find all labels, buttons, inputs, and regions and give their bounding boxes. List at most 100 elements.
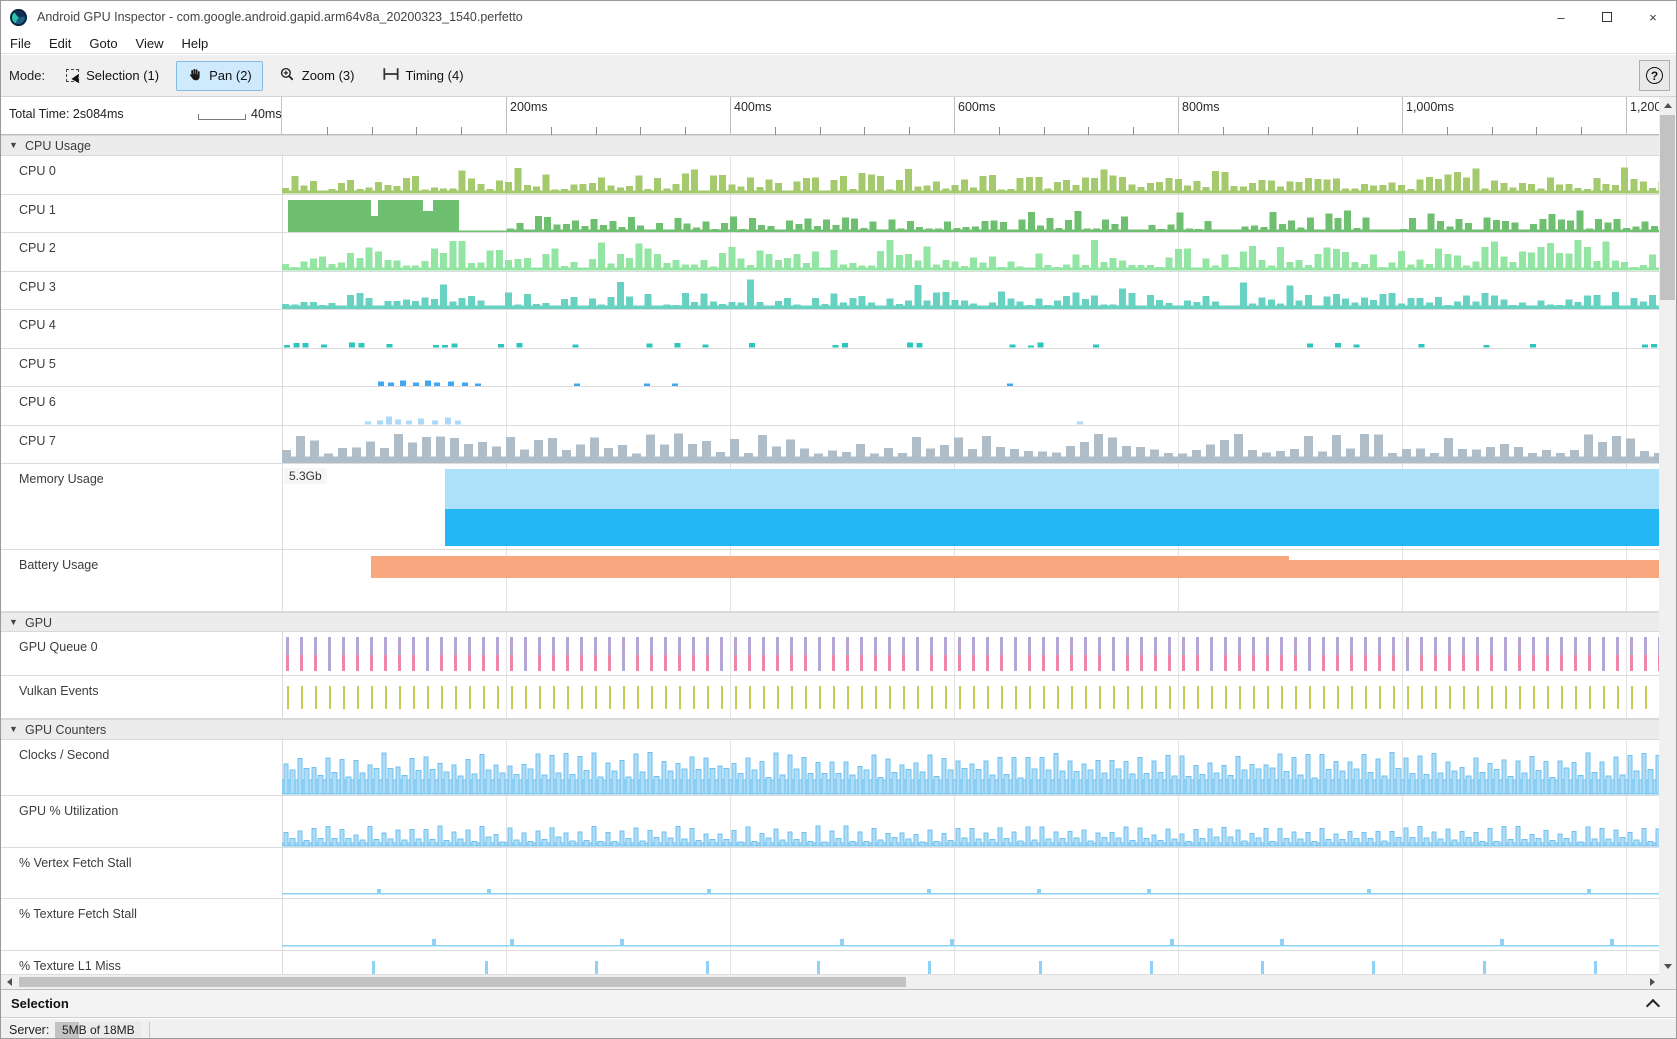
ruler-tick-label: 1,000ms	[1406, 100, 1454, 114]
track-canvas[interactable]	[282, 740, 1661, 795]
selection-icon	[66, 69, 80, 82]
track-row--vertex-fetch-stall[interactable]: % Vertex Fetch Stall	[1, 848, 1661, 899]
collapse-triangle-icon[interactable]: ▼	[9, 724, 18, 734]
ruler-minor-tick	[864, 127, 866, 135]
label-column-divider	[282, 135, 283, 975]
app-icon	[10, 8, 27, 26]
minimize-button[interactable]: –	[1557, 9, 1565, 25]
zoom-mode-button[interactable]: Zoom (3)	[269, 61, 366, 91]
row-label: GPU Queue 0	[19, 640, 98, 654]
ruler-major-tick	[1626, 97, 1627, 135]
track-row-cpu-5[interactable]: CPU 5	[1, 349, 1661, 387]
progress-fill	[55, 1021, 80, 1038]
collapse-triangle-icon[interactable]: ▼	[9, 140, 18, 150]
track-canvas[interactable]	[282, 796, 1661, 847]
total-time-label: Total Time: 2s084ms	[9, 107, 124, 121]
track-row-cpu-3[interactable]: CPU 3	[1, 272, 1661, 310]
track-canvas[interactable]	[282, 349, 1661, 387]
track-canvas[interactable]	[282, 387, 1661, 425]
ruler-minor-tick	[640, 127, 642, 135]
row-label: % Texture L1 Miss	[19, 959, 121, 973]
track-canvas[interactable]	[282, 848, 1661, 898]
section-header-gpu-counters[interactable]: ▼ GPU Counters	[1, 719, 1661, 740]
track-row-memory-usage[interactable]: Memory Usage 5.3Gb	[1, 464, 1661, 550]
track-row-cpu-2[interactable]: CPU 2	[1, 233, 1661, 272]
track-row--texture-l1-miss[interactable]: % Texture L1 Miss	[1, 951, 1661, 975]
vertical-scroll-thumb[interactable]	[1660, 115, 1675, 300]
track-canvas[interactable]	[282, 156, 1661, 194]
scroll-up-button[interactable]	[1659, 97, 1676, 114]
track-gridline	[954, 135, 955, 975]
track-row-cpu-0[interactable]: CPU 0	[1, 156, 1661, 195]
help-button[interactable]: ?	[1639, 60, 1670, 91]
track-canvas[interactable]	[282, 233, 1661, 271]
track-row-cpu-4[interactable]: CPU 4	[1, 310, 1661, 349]
ruler-tick-label: 400ms	[734, 100, 772, 114]
menubar: File Edit Goto View Help	[1, 33, 1676, 54]
timing-mode-button[interactable]: Timing (4)	[372, 62, 475, 89]
timing-mode-label: Timing (4)	[405, 68, 464, 83]
track-canvas[interactable]	[282, 195, 1661, 233]
scroll-left-button[interactable]	[1, 975, 18, 989]
track-row--texture-fetch-stall[interactable]: % Texture Fetch Stall	[1, 899, 1661, 951]
row-label: % Vertex Fetch Stall	[19, 856, 132, 870]
track-row-gpu-utilization[interactable]: GPU % Utilization	[1, 796, 1661, 848]
timing-icon	[382, 68, 399, 83]
section-header-gpu[interactable]: ▼ GPU	[1, 612, 1661, 632]
row-label: CPU 1	[19, 202, 56, 217]
scroll-right-button[interactable]	[1644, 975, 1661, 989]
track-gridline	[730, 135, 731, 975]
track-area[interactable]: ▼ CPU Usage CPU 0 CPU 1 CPU 2 CPU 3 CPU 4 CPU 5…	[1, 135, 1661, 975]
scale-label: 40ms	[251, 107, 282, 121]
track-canvas[interactable]	[282, 951, 1661, 974]
scroll-down-button[interactable]	[1659, 958, 1676, 975]
track-canvas[interactable]	[282, 464, 1661, 549]
collapse-triangle-icon[interactable]: ▼	[9, 617, 18, 627]
menu-file[interactable]: File	[10, 35, 31, 51]
close-button[interactable]: ×	[1649, 9, 1657, 25]
track-canvas[interactable]	[282, 550, 1661, 611]
track-row-vulkan-events[interactable]: Vulkan Events	[1, 676, 1661, 719]
track-canvas[interactable]	[282, 426, 1661, 464]
track-canvas[interactable]	[282, 676, 1661, 718]
track-row-cpu-1[interactable]: CPU 1	[1, 195, 1661, 233]
track-canvas[interactable]	[282, 632, 1661, 675]
ruler-minor-tick	[1222, 127, 1224, 135]
ruler-minor-tick	[1357, 127, 1359, 135]
maximize-button[interactable]	[1584, 1, 1630, 33]
pan-mode-label: Pan (2)	[209, 68, 252, 83]
ruler-tick-label: 800ms	[1182, 100, 1220, 114]
vertical-scrollbar[interactable]	[1659, 97, 1676, 975]
ruler-minor-tick	[1043, 127, 1045, 135]
ruler-tick-label: 600ms	[958, 100, 996, 114]
ruler-canvas[interactable]: 200ms 400ms 600ms 800ms 1,000ms 1,200ms	[282, 97, 1661, 135]
track-row-clocks-second[interactable]: Clocks / Second	[1, 740, 1661, 796]
toolbar: Mode: Selection (1) Pan (2) Zoom (3) Timing…	[1, 55, 1676, 97]
horizontal-scroll-thumb[interactable]	[19, 977, 906, 987]
ruler-minor-tick	[1536, 127, 1538, 135]
track-row-gpu-queue-0[interactable]: GPU Queue 0	[1, 632, 1661, 676]
ruler-minor-tick	[416, 127, 418, 135]
ruler-minor-tick	[1491, 127, 1493, 135]
menu-edit[interactable]: Edit	[48, 35, 72, 51]
pan-icon	[187, 67, 202, 85]
track-canvas[interactable]	[282, 310, 1661, 348]
track-row-battery-usage[interactable]: Battery Usage	[1, 550, 1661, 612]
ruler-left-cell: Total Time: 2s084ms 40ms	[1, 97, 282, 135]
menu-help[interactable]: Help	[181, 35, 209, 51]
horizontal-scrollbar[interactable]	[1, 975, 1661, 989]
row-label: GPU % Utilization	[19, 804, 119, 818]
ruler-minor-tick	[1133, 127, 1135, 135]
timeline-gridlines	[282, 135, 1661, 975]
selection-mode-button[interactable]: Selection (1)	[55, 62, 170, 89]
track-canvas[interactable]	[282, 272, 1661, 310]
section-header-cpu-usage[interactable]: ▼ CPU Usage	[1, 135, 1661, 156]
track-row-cpu-6[interactable]: CPU 6	[1, 387, 1661, 426]
expand-panel-chevron-icon[interactable]	[1645, 998, 1661, 1014]
menu-view[interactable]: View	[135, 35, 164, 51]
pan-mode-button[interactable]: Pan (2)	[176, 60, 263, 91]
menu-goto[interactable]: Goto	[89, 35, 118, 51]
track-row-cpu-7[interactable]: CPU 7	[1, 426, 1661, 464]
track-canvas[interactable]	[282, 899, 1661, 950]
